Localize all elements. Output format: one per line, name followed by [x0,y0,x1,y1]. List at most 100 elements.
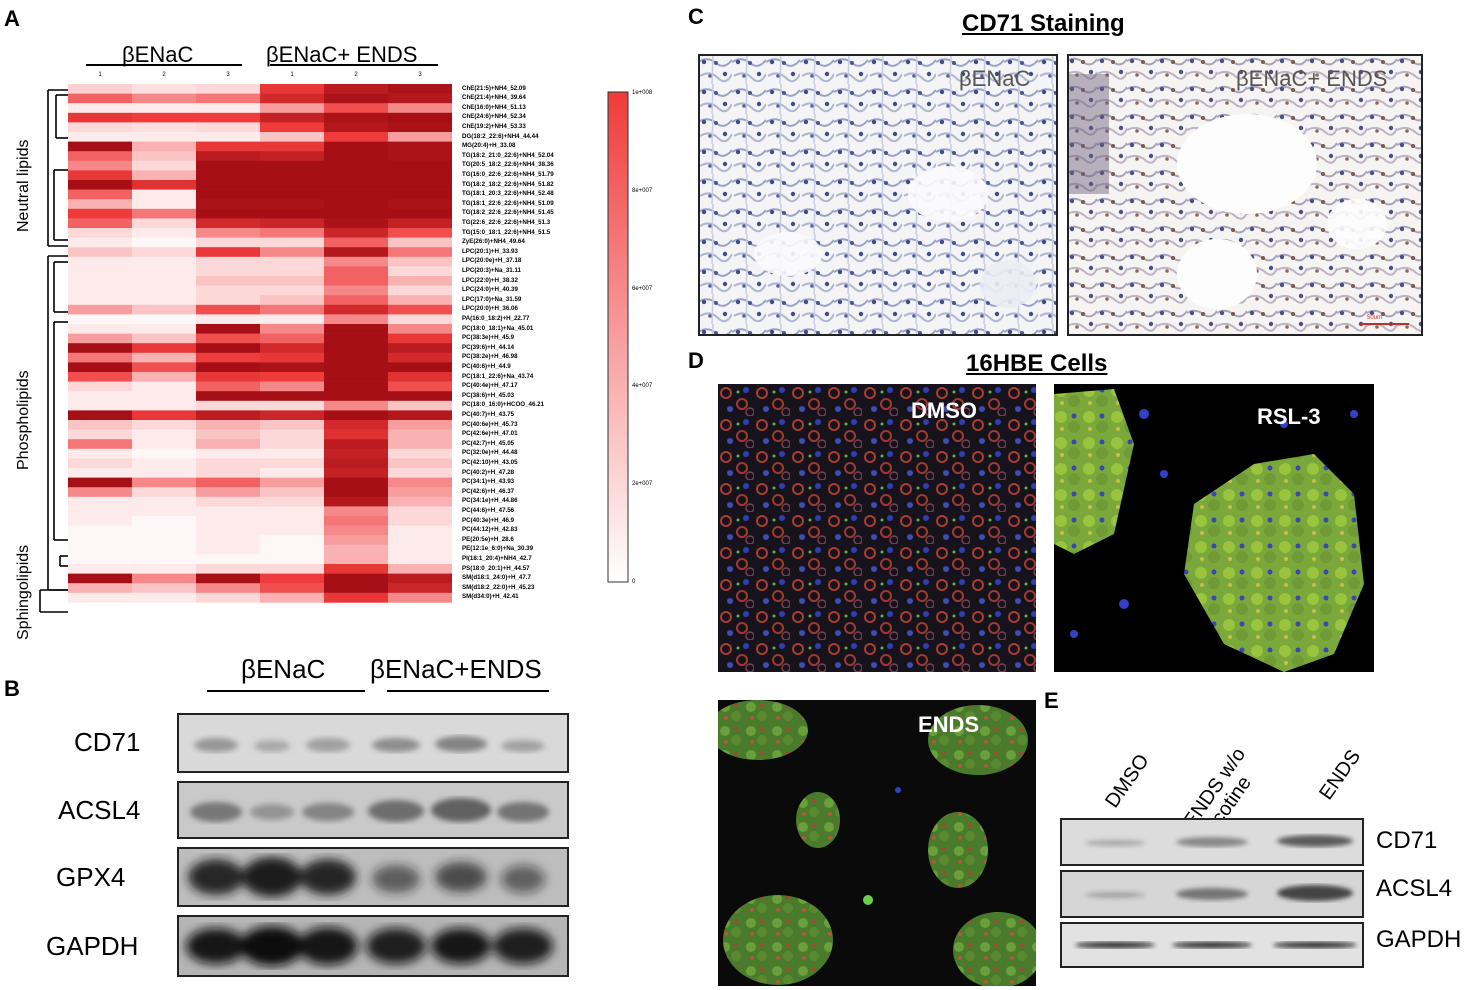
heatmap-cell [324,266,388,277]
heatmap-row-label: PI(18:1_20:4)+NH4_42.7 [462,554,532,562]
heatmap-row-label: TG(20:5_18:2_22:6)+NH4_38.36 [462,161,554,169]
heatmap-cell [196,112,260,123]
heatmap-cell [324,583,388,594]
heatmap-cell [132,151,196,162]
heatmap-cell [324,141,388,152]
heatmap-cell [132,487,196,498]
heatmap-cell [388,362,452,373]
heatmap-cell [388,506,452,517]
heatmap-cell [388,285,452,296]
heatmap-cell [324,103,388,114]
heatmap-cell [260,420,324,430]
heatmap-cell [132,295,196,306]
heatmap-cell [196,468,260,478]
heatmap-cell [68,304,132,315]
heatmap-cell [68,583,132,594]
heatmap-cell [324,285,388,296]
heatmap-cell [196,391,260,402]
blot-b-label-acsl4: ACSL4 [58,795,141,825]
heatmap-cell [388,554,452,565]
heatmap-cell [260,324,324,334]
heatmap-row-label: PE(12:1e_6:0)+Na_30.39 [462,545,534,553]
heatmap-cell [132,592,196,603]
heatmap-cell [324,573,388,584]
heatmap-row-label: PC(40:7)+H_43.75 [462,410,515,418]
heatmap-cell [68,93,132,104]
heatmap-cell [196,122,260,133]
heatmap-cell [260,544,324,555]
heatmap-row-label: LPC(22:0)+H_38.32 [462,276,518,284]
heatmap-cell [324,468,388,478]
heatmap-cell [324,189,388,200]
heatmap-cell [196,535,260,546]
heatmap-cell [196,352,260,363]
heatmap-cell [132,496,196,507]
blot-b-label-gapdh: GAPDH [46,931,139,961]
heatmap-cell [260,362,324,373]
heatmap-cell [132,583,196,594]
heatmap-cell [196,266,260,277]
heatmap-cell [388,132,452,142]
color-scale-tick: 8e+007 [632,187,653,194]
heatmap-row-label: TG(18:2_22:6_22:6)+NH4_51.45 [462,209,554,217]
heatmap-cell [132,285,196,296]
heatmap-cell [196,410,260,421]
blot-e-label-gapdh: GAPDH [1376,926,1462,953]
heatmap-cell [196,573,260,584]
heatmap-cell [388,487,452,498]
heatmap-cell [68,564,132,574]
heatmap-cell [324,256,388,267]
heatmap-cell [196,93,260,104]
heatmap-cell [260,199,324,210]
heatmap-cell [324,199,388,210]
heatmap-column-number: 1 [290,72,294,78]
blot-e-column-ends: ENDS [1315,745,1366,805]
heatmap-cell [196,420,260,430]
heatmap-cell [196,228,260,238]
heatmap-cell [260,266,324,277]
heatmap-cell [68,381,132,392]
heatmap-cell [196,343,260,354]
heatmap-cell [68,218,132,229]
heatmap-row-label: ChE(16:0)+NH4_51.13 [462,103,526,111]
heatmap-cell [388,247,452,258]
heatmap-cell [68,429,132,440]
heatmap-cell [388,160,452,171]
heatmap-cell [196,208,260,219]
heatmap-cell [260,535,324,546]
heatmap-cell [260,583,324,594]
blot-b-label-cd71: CD71 [74,727,141,757]
heatmap-cell [260,487,324,498]
heatmap-cell [68,132,132,142]
heatmap-cell [132,276,196,286]
heatmap-cell [196,151,260,162]
panel-label-a: A [4,6,20,31]
heatmap-cell [132,237,196,248]
heatmap-cell [68,573,132,584]
heatmap-cell [132,208,196,219]
heatmap-cell [260,496,324,507]
heatmap-cell [68,439,132,450]
heatmap-cell [68,372,132,382]
heatmap-cell [260,304,324,315]
heatmap-cell [260,112,324,123]
color-scale-tick: 2e+007 [632,481,653,488]
heatmap-cell [68,487,132,498]
heatmap-cell [68,324,132,334]
heatmap-cell [68,237,132,248]
heatmap-cell [68,468,132,478]
heatmap-cell [132,525,196,536]
heatmap-cell [68,420,132,430]
heatmap-cell [324,516,388,526]
heatmap-row-label: ChE(21:5)+NH4_52.09 [462,84,526,92]
heatmap-cell [196,199,260,210]
heatmap-cell [324,170,388,181]
heatmap-row-label: PC(39:6)+H_44.14 [462,343,515,351]
heatmap-cell [260,314,324,325]
heatmap-cell [388,266,452,277]
heatmap-cell [68,103,132,114]
heatmap-cell [196,237,260,248]
heatmap-row-label: MG(20:4)+H_33.08 [462,142,516,150]
heatmap-row-label: PC(40:4e)+H_47.17 [462,382,518,390]
heatmap-cell [260,180,324,190]
